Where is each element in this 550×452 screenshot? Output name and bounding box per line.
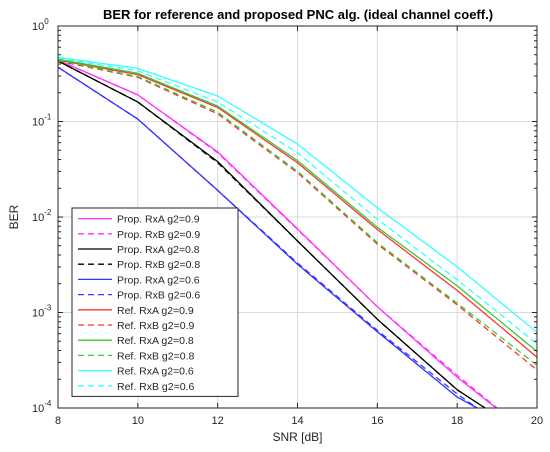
x-tick-label: 8 xyxy=(55,415,61,427)
series-line-2 xyxy=(58,59,498,408)
legend-label-10: Ref. RxB g2=0.8 xyxy=(117,350,194,362)
legend-box xyxy=(71,207,239,397)
legend-label-8: Ref. RxB g2=0.9 xyxy=(117,320,194,332)
x-tick-label: 20 xyxy=(531,415,543,427)
series-line-4 xyxy=(58,60,486,408)
x-tick-label: 14 xyxy=(291,415,303,427)
legend-label-4: Prop. RxB g2=0.8 xyxy=(117,259,200,271)
y-tick-label: 100 xyxy=(32,17,49,33)
x-tick-label: 12 xyxy=(212,415,224,427)
y-tick-label: 10-2 xyxy=(32,208,52,224)
x-axis-ticks: 8 10 12 14 16 18 20 xyxy=(55,26,543,427)
series-layer xyxy=(58,56,537,408)
y-tick-label: 10-3 xyxy=(32,304,52,320)
legend-label-3: Prop. RxA g2=0.8 xyxy=(117,244,200,256)
series-line-12 xyxy=(58,57,537,345)
legend-label-7: Ref. RxA g2=0.9 xyxy=(117,305,194,317)
legend-label-11: Ref. RxA g2=0.6 xyxy=(117,366,194,378)
series-line-9 xyxy=(58,58,537,353)
y-tick-label: 10-4 xyxy=(32,399,52,415)
x-tick-label: 18 xyxy=(451,415,463,427)
y-axis-ticks: 100 10-1 10-2 10-3 10-4 xyxy=(32,17,537,415)
x-tick-label: 16 xyxy=(371,415,383,427)
series-line-10 xyxy=(58,59,537,366)
series-line-11 xyxy=(58,56,537,333)
chart-title: BER for reference and proposed PNC alg. … xyxy=(103,7,493,22)
x-axis-label: SNR [dB] xyxy=(272,430,322,444)
legend-label-6: Prop. RxB g2=0.6 xyxy=(117,290,200,302)
legend-label-12: Ref. RxB g2=0.6 xyxy=(117,381,194,393)
legend-label-5: Prop. RxA g2=0.6 xyxy=(117,274,200,286)
legend-label-9: Ref. RxA g2=0.8 xyxy=(117,335,194,347)
legend-label-2: Prop. RxB g2=0.9 xyxy=(117,229,200,241)
y-axis-label: BER xyxy=(7,204,21,229)
x-tick-label: 10 xyxy=(132,415,144,427)
y-tick-label: 10-1 xyxy=(32,113,52,129)
legend: Prop. RxA g2=0.9 Prop. RxB g2=0.9 Prop. Rx… xyxy=(71,207,239,397)
series-line-6 xyxy=(58,66,478,408)
series-line-7 xyxy=(58,59,537,358)
legend-label-1: Prop. RxA g2=0.9 xyxy=(117,214,200,226)
